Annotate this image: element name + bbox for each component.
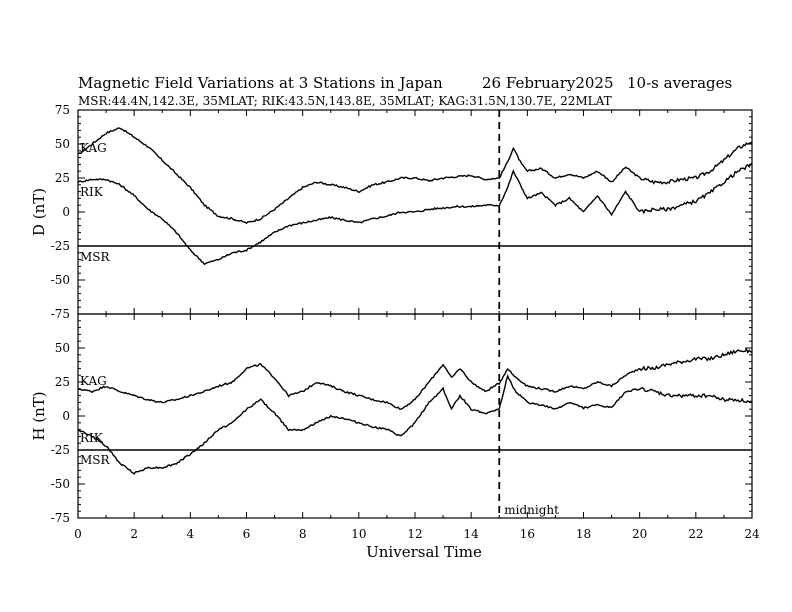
h-panel-frame — [77, 313, 753, 519]
h-axis-ticks: 50 25 0 -25 -50 -75 — [51, 313, 753, 525]
chart-title: Magnetic Field Variations at 3 Stations … — [78, 74, 443, 92]
h-y-tick-label: -25 — [51, 443, 70, 457]
h-series-rik — [77, 373, 753, 475]
h-kag-label: KAG — [80, 374, 107, 388]
h-series-lines — [77, 347, 753, 475]
d-msr-label: MSR — [80, 250, 111, 264]
h-series-kag — [77, 347, 753, 410]
x-tick-label: 12 — [407, 527, 422, 541]
d-y-tick-label: 0 — [62, 205, 70, 219]
x-tick-label: 8 — [299, 527, 307, 541]
d-series-rik — [77, 162, 753, 266]
x-tick-label: 18 — [576, 527, 591, 541]
d-y-tick-label: -50 — [51, 273, 70, 287]
d-y-tick-label: 75 — [55, 103, 70, 117]
x-axis-label: Universal Time — [366, 543, 482, 561]
x-tick-label: 0 — [74, 527, 82, 541]
d-y-tick-label: 50 — [55, 137, 70, 151]
chart-date: 26 February2025 — [482, 74, 614, 92]
d-y-tick-label: -25 — [51, 239, 70, 253]
d-y-tick-label: -75 — [51, 307, 70, 321]
chart-averaging: 10-s averages — [627, 74, 732, 92]
h-y-tick-label: 25 — [55, 375, 70, 389]
d-kag-label: KAG — [80, 141, 107, 155]
x-tick-label: 10 — [351, 527, 366, 541]
h-y-tick-label: 50 — [55, 341, 70, 355]
h-msr-label: MSR — [80, 453, 111, 467]
d-series-kag — [77, 127, 753, 225]
x-axis-ticks: 0 2 4 6 8 10 12 14 16 18 20 22 24 — [74, 527, 760, 541]
h-y-tick-label: 0 — [62, 409, 70, 423]
d-series-lines — [77, 127, 753, 266]
x-tick-label: 20 — [632, 527, 647, 541]
midnight-label: midnight — [504, 503, 559, 517]
d-y-tick-label: 25 — [55, 171, 70, 185]
x-tick-label: 2 — [130, 527, 138, 541]
x-tick-label: 24 — [744, 527, 760, 541]
d-rik-label: RIK — [80, 185, 104, 199]
h-rik-label: RIK — [80, 431, 104, 445]
x-tick-label: 14 — [464, 527, 480, 541]
x-tick-label: 16 — [520, 527, 535, 541]
station-info: MSR:44.4N,142.3E, 35MLAT; RIK:43.5N,143.… — [78, 94, 612, 108]
x-tick-label: 6 — [243, 527, 251, 541]
x-tick-label: 4 — [187, 527, 195, 541]
h-y-tick-label: -50 — [51, 477, 70, 491]
h-axis-label: H (nT) — [30, 391, 48, 440]
d-axis-label: D (nT) — [30, 188, 48, 236]
h-y-tick-label: -75 — [51, 511, 70, 525]
x-tick-label: 22 — [688, 527, 703, 541]
